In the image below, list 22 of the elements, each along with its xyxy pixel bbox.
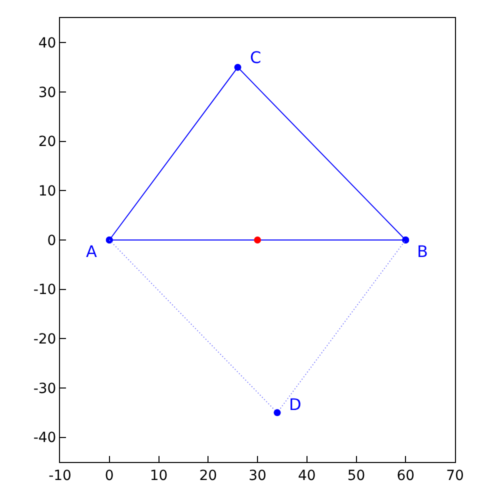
x-tick-label: 0 [104,468,114,484]
x-tick-label: 10 [150,468,168,484]
x-tick-label: -10 [48,468,72,484]
y-tick-label: -20 [33,332,56,348]
x-tick-label: 70 [446,468,464,484]
x-tick-label: 30 [248,468,266,484]
annotation: C [250,48,262,67]
y-tick-label: 0 [47,232,56,249]
x-tick-label: 50 [347,468,366,484]
y-tick-label: -10 [33,282,56,298]
x-tick-label: 20 [199,468,218,484]
y-tick-label: 10 [38,184,56,200]
y-tick-label: 20 [38,134,56,150]
y-tick-label: 30 [38,84,56,101]
annotation: B [417,242,428,261]
y-tick-label: -30 [33,380,56,397]
y-tick-label: 40 [38,36,56,52]
annotation: D [289,395,302,414]
annotation: A [86,242,97,261]
y-tick-label: -40 [33,430,56,446]
x-tick-label: 40 [298,468,316,484]
x-tick-label: 60 [396,468,415,484]
